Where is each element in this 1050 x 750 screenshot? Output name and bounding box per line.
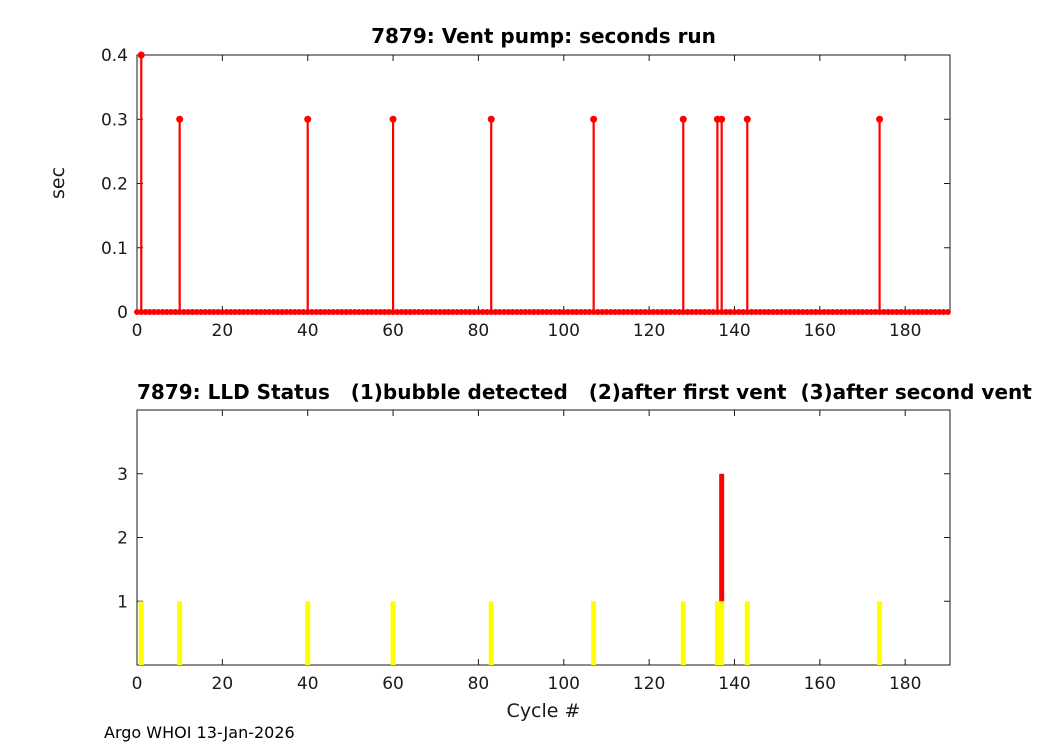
svg-text:40: 40 [297,674,319,694]
top-chart-title: 7879: Vent pump: seconds run [371,24,716,48]
bottom-chart-xlabel: Cycle # [506,700,581,722]
svg-text:160: 160 [804,674,836,694]
svg-text:0.2: 0.2 [101,175,128,195]
svg-text:2: 2 [117,529,128,549]
svg-text:100: 100 [548,674,580,694]
svg-text:180: 180 [889,321,921,341]
credit-text: Argo WHOI 13-Jan-2026 [104,723,295,742]
svg-text:60: 60 [382,321,404,341]
svg-text:0.4: 0.4 [101,46,128,66]
bottom-chart: 0 20 40 60 80 100 120 140 160 180 1 2 3 [117,409,951,694]
svg-text:80: 80 [468,321,490,341]
svg-text:60: 60 [382,674,404,694]
svg-text:120: 120 [633,674,665,694]
svg-text:140: 140 [718,321,750,341]
svg-text:20: 20 [212,674,234,694]
svg-text:40: 40 [297,321,319,341]
svg-text:120: 120 [633,321,665,341]
svg-text:0: 0 [117,303,128,323]
svg-text:80: 80 [468,674,490,694]
svg-text:1: 1 [117,592,128,612]
svg-text:0: 0 [132,674,143,694]
svg-text:0: 0 [132,321,143,341]
svg-text:3: 3 [117,465,128,485]
top-chart: 0 20 40 60 80 100 120 140 160 180 0 0.1 0.2 0.3 0.4 [101,46,951,341]
svg-text:180: 180 [889,674,921,694]
svg-text:160: 160 [804,321,836,341]
svg-text:0.3: 0.3 [101,110,128,130]
svg-text:20: 20 [212,321,234,341]
svg-text:100: 100 [548,321,580,341]
svg-text:0.1: 0.1 [101,239,128,259]
svg-text:140: 140 [718,674,750,694]
bottom-chart-title: 7879: LLD Status (1)bubble detected (2)a… [137,380,1032,404]
